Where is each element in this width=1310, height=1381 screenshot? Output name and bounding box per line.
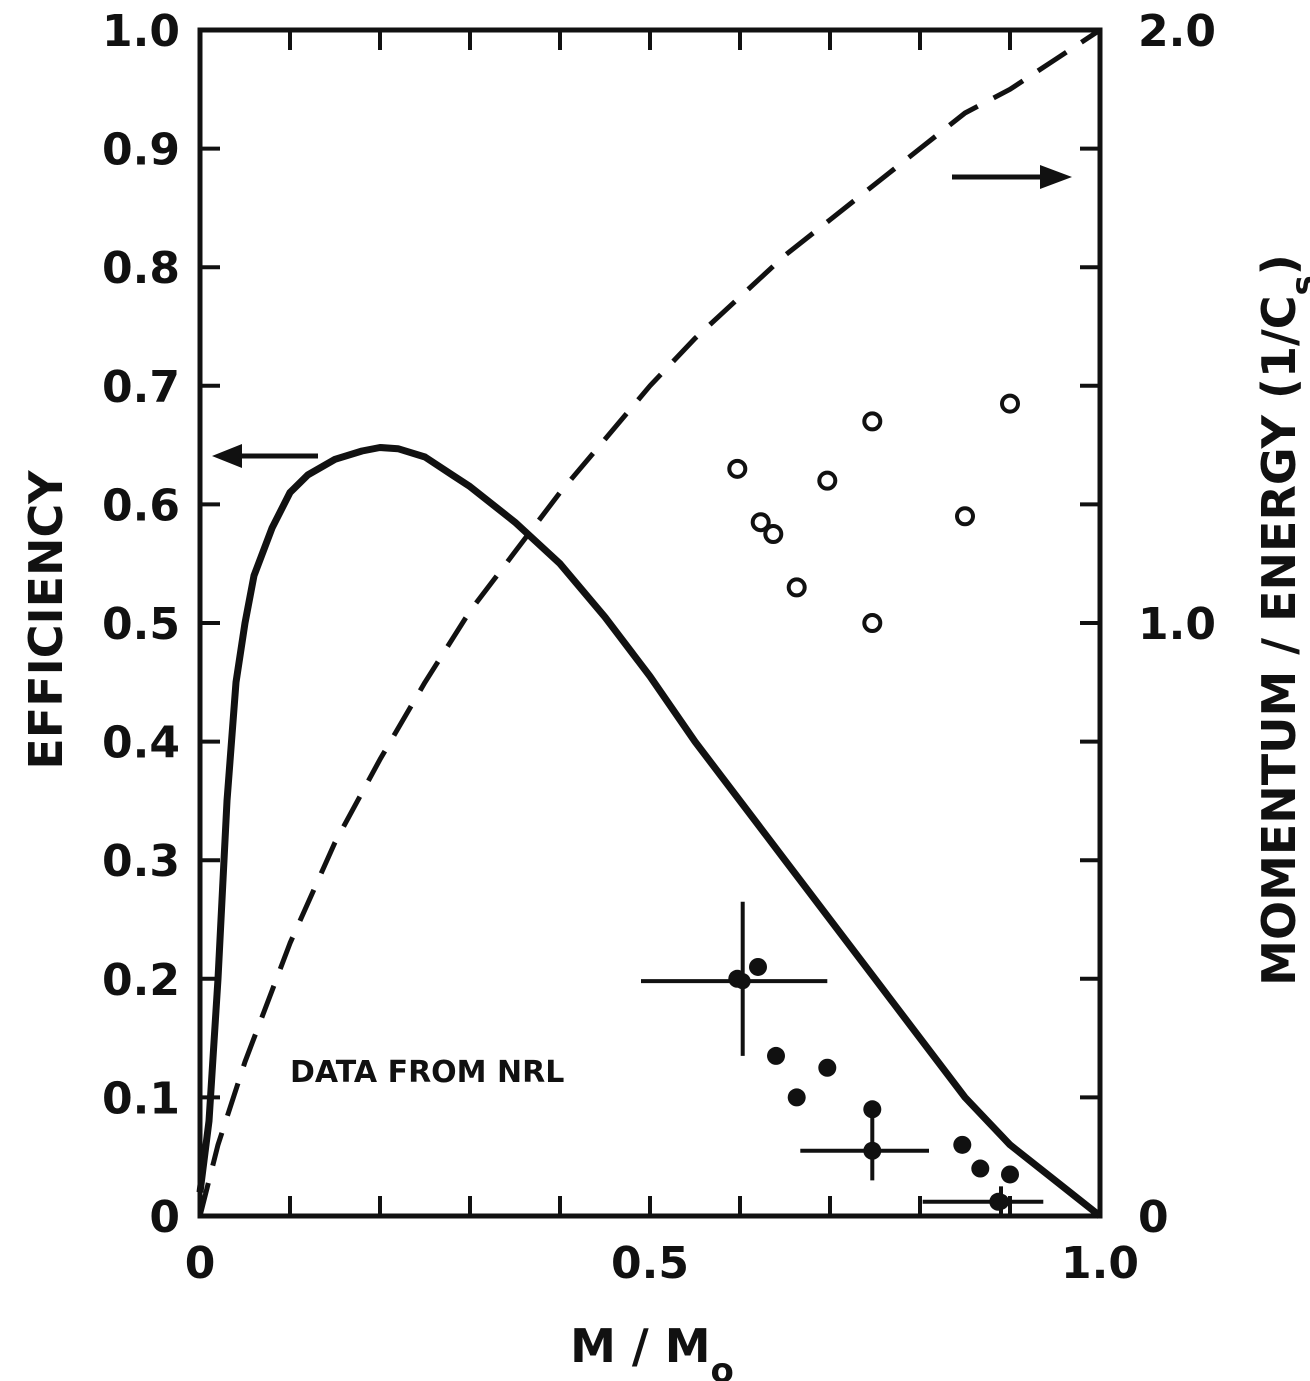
- left-axis-arrow: [212, 444, 318, 468]
- error-bar-point: [864, 1142, 881, 1159]
- annotation: DATA FROM NRL: [290, 1055, 564, 1090]
- tick-labels: 0 0.5 1.000.10.20.30.40.50.60.70.80.91.001…: [102, 6, 1216, 1289]
- x-axis-title-main: M / M: [570, 1319, 710, 1373]
- filled-circle-point: [953, 1135, 972, 1154]
- y-left-tick-label: 1.0: [102, 6, 180, 57]
- x-axis-title-sub: o: [711, 1351, 734, 1381]
- y-left-tick-label: 0.2: [102, 955, 180, 1006]
- y-left-tick-label: 0.1: [102, 1073, 180, 1124]
- y-right-tick-label: 2.0: [1138, 6, 1216, 57]
- y-left-tick-label: 0.8: [102, 243, 180, 294]
- error-bar-point: [734, 973, 751, 990]
- y-left-tick-label: 0.9: [102, 125, 180, 176]
- y-right-tick-label: 1.0: [1138, 599, 1216, 650]
- y-axis-title-right-sub: s: [1284, 275, 1310, 295]
- y-right-tick-label: 0: [1138, 1192, 1169, 1243]
- plot-frame: [197, 27, 1103, 1219]
- x-tick-label: 0.5: [611, 1238, 689, 1289]
- x-tick-label: 0: [185, 1238, 216, 1289]
- open-circle-point: [750, 512, 771, 533]
- y-left-tick-label: 0: [149, 1192, 180, 1243]
- filled-circle-point: [749, 957, 767, 976]
- y-left-tick-label: 0.6: [102, 480, 180, 531]
- series-points: [727, 393, 1020, 1211]
- efficiency-curve: [196, 444, 1103, 1219]
- y-axis-title-right-main: MOMENTUM / ENERGY (1/C: [1252, 295, 1306, 985]
- open-circle-point: [955, 506, 975, 527]
- filled-circle-point: [767, 1046, 785, 1065]
- x-axis-title: M / Mo: [570, 1319, 734, 1381]
- right-axis-arrow: [952, 165, 1072, 189]
- y-left-tick-label: 0.5: [102, 599, 180, 650]
- filled-circle-point: [818, 1058, 837, 1077]
- filled-circle-point: [1001, 1165, 1019, 1184]
- y-axis-title-right-close: ): [1252, 254, 1306, 275]
- momentum-energy-curve: [197, 27, 1102, 1217]
- series-lines: [196, 27, 1103, 1219]
- open-circle-point: [1000, 393, 1020, 414]
- y-left-tick-label: 0.4: [102, 718, 180, 769]
- open-circle-point: [817, 470, 838, 491]
- y-axis-title-right: MOMENTUM / ENERGY (1/Cs): [1252, 254, 1310, 986]
- error-bars: [641, 901, 1044, 1216]
- open-circle-point: [763, 524, 784, 545]
- open-circle-point: [786, 577, 807, 598]
- x-tick-label: 1.0: [1061, 1238, 1139, 1289]
- error-bar-point: [993, 1193, 1009, 1210]
- filled-circle-point: [863, 1100, 882, 1119]
- y-left-tick-label: 0.7: [102, 362, 180, 413]
- open-circle-point: [862, 613, 883, 633]
- open-circle-point: [862, 411, 883, 432]
- filled-circle-point: [971, 1159, 990, 1178]
- y-axis-title-left: EFFICIENCY: [19, 470, 73, 770]
- ticks: [198, 28, 1102, 1218]
- open-circle-point: [727, 458, 748, 479]
- y-left-tick-label: 0.3: [102, 836, 180, 887]
- filled-circle-point: [787, 1088, 806, 1107]
